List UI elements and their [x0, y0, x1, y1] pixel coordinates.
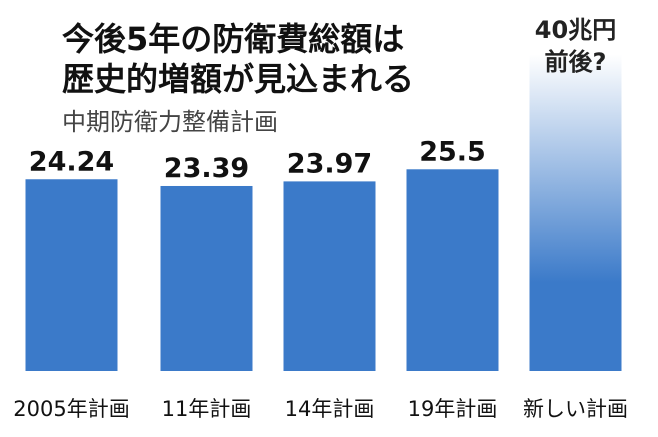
value-label-2: 23.39 [164, 153, 249, 184]
bar-2 [160, 185, 253, 371]
tick-label-3: 14年計画 [285, 397, 375, 421]
chart-title-line-2: 歴史的増額が見込まれる [62, 60, 415, 98]
future-label-line-2: 前後? [545, 48, 607, 76]
tick-label-4: 19年計画 [408, 397, 498, 421]
bar-4 [406, 169, 499, 371]
chart-title-line-1: 今後5年の防衛費総額は [62, 20, 405, 58]
tick-label-1: 2005年計画 [13, 397, 129, 421]
future-label-line-1: 40兆円 [535, 16, 616, 44]
value-label-1: 24.24 [29, 146, 114, 177]
tick-label-2: 11年計画 [162, 397, 252, 421]
bar-3 [283, 181, 376, 371]
bar-1 [25, 179, 118, 371]
bar-5 [529, 54, 622, 371]
value-label-4: 25.5 [419, 136, 486, 167]
value-label-3: 23.97 [287, 148, 372, 179]
chart-subtitle: 中期防衛力整備計画 [62, 108, 278, 136]
tick-label-5: 新しい計画 [523, 397, 628, 421]
